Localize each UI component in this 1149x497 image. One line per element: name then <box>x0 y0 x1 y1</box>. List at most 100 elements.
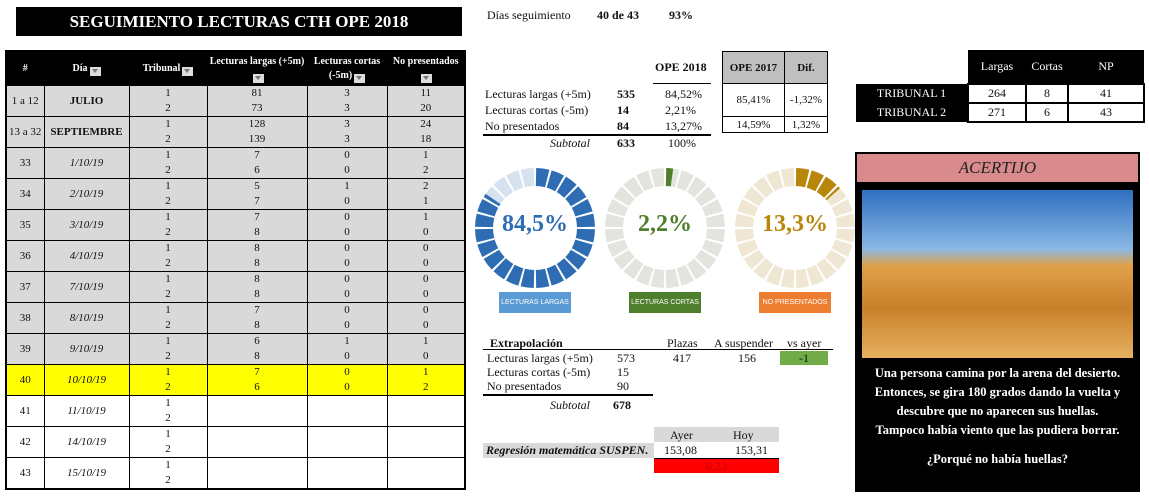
row-day: 1/10/19 <box>43 147 130 179</box>
row-c: 0 <box>306 349 388 365</box>
donut-segment-filled <box>520 268 535 288</box>
ope2018-header: OPE 2018 <box>655 60 707 74</box>
row-np: 0 <box>386 271 466 287</box>
row-l: 128 <box>206 116 308 132</box>
col-np[interactable]: No presentados <box>386 50 466 86</box>
row-tribunal: 2 <box>128 380 208 396</box>
donut-segment-filled <box>816 176 837 198</box>
donut-segment-empty <box>825 249 847 270</box>
subtotal-label: Subtotal <box>550 136 591 150</box>
donut-value: 84,5% <box>502 211 568 237</box>
table-row: 13 a 32 SEPTIEMBRE 1 128 3 24 <box>5 116 466 148</box>
filter-dropdown-icon[interactable] <box>421 73 433 83</box>
ext-subtotal-value: 678 <box>613 398 631 412</box>
summary-count: 14 <box>617 103 629 117</box>
col-cortas-label: Lecturas cortas (-5m) <box>313 55 381 81</box>
row-day: 15/10/19 <box>43 457 130 490</box>
row-c: 0 <box>306 287 388 303</box>
row-tribunal: 1 <box>128 178 208 194</box>
col-cortas[interactable]: Lecturas cortas (-5m) <box>306 50 388 86</box>
donut-segment-empty <box>613 186 635 207</box>
regresion-hoy: 153,31 <box>735 443 768 457</box>
row-c: 3 <box>306 101 388 117</box>
row-number: 43 <box>5 457 45 490</box>
ope2017-header: OPE 2017 <box>722 51 785 84</box>
tribunal-value: 271 <box>967 102 1027 123</box>
tribunal-value: 264 <box>967 83 1027 104</box>
donut-segment-empty <box>493 176 514 198</box>
acertijo-line: Una persona camina por la arena del desi… <box>874 366 1121 380</box>
row-l: 7 <box>206 364 308 380</box>
table-row: 1 a 12 JULIO 1 81 3 11 <box>5 85 466 117</box>
donut-segment-filled <box>483 249 505 270</box>
filter-dropdown-icon[interactable] <box>182 66 194 76</box>
row-c: 0 <box>306 163 388 179</box>
table-row: 33 1/10/19 1 7 0 1 <box>5 147 466 179</box>
row-c: 0 <box>306 271 388 287</box>
row-number: 1 a 12 <box>5 85 45 117</box>
row-c <box>306 473 388 490</box>
donut-segment-empty <box>483 186 505 207</box>
col-tribunal[interactable]: Tribunal <box>128 50 208 86</box>
col-largas[interactable]: Lecturas largas (+5m) <box>206 50 308 86</box>
row-l: 7 <box>206 302 308 318</box>
donut-segment-empty <box>705 228 725 243</box>
row-day: 7/10/19 <box>43 271 130 303</box>
ope2017-a: 85,41% <box>722 83 785 117</box>
row-tribunal: 1 <box>128 85 208 101</box>
summary-pct: 13,27% <box>665 119 702 133</box>
col-largas-label: Lecturas largas (+5m) <box>209 55 305 67</box>
tracking-pct: 93% <box>669 8 693 22</box>
ext-label: No presentados <box>487 379 562 393</box>
donut-segment-empty <box>831 239 853 257</box>
row-np <box>386 395 466 411</box>
row-l: 8 <box>206 287 308 303</box>
dif-b: 1,32% <box>783 116 829 133</box>
row-tribunal: 1 <box>128 395 208 411</box>
donut-segment-filled <box>565 186 587 207</box>
row-c: 3 <box>306 116 388 132</box>
row-c: 0 <box>306 209 388 225</box>
row-day: 10/10/19 <box>43 364 130 396</box>
row-np: 2 <box>386 163 466 179</box>
donut-segment-empty <box>605 228 625 243</box>
table-row: 43 15/10/19 1 <box>5 457 466 490</box>
donut-segment-empty <box>816 258 837 280</box>
row-l: 8 <box>206 225 308 241</box>
filter-dropdown-icon[interactable] <box>252 73 264 83</box>
row-np: 0 <box>386 225 466 241</box>
table-row: 2 <box>6 473 466 490</box>
donut-segment-filled <box>571 199 593 217</box>
donut-segment-empty <box>623 176 644 198</box>
dif-header: Dif. <box>783 51 829 84</box>
row-tribunal: 2 <box>128 256 208 272</box>
row-l <box>206 473 308 490</box>
table-row: 2 139 3 18 <box>6 132 466 148</box>
ext-value: 573 <box>617 351 635 365</box>
ext-label: Lecturas cortas (-5m) <box>487 365 591 379</box>
row-number: 33 <box>5 147 45 179</box>
sort-filter-icon[interactable] <box>89 66 101 76</box>
row-np: 11 <box>386 85 466 101</box>
row-l: 6 <box>206 333 308 349</box>
row-np: 0 <box>386 349 466 365</box>
row-number: 35 <box>5 209 45 241</box>
row-np <box>386 426 466 442</box>
row-tribunal: 2 <box>128 225 208 241</box>
row-c: 0 <box>306 318 388 334</box>
row-np <box>386 442 466 458</box>
row-np: 1 <box>386 333 466 349</box>
row-l: 8 <box>206 271 308 287</box>
row-c: 1 <box>306 333 388 349</box>
row-number: 34 <box>5 178 45 210</box>
filter-dropdown-icon[interactable] <box>354 73 366 83</box>
table-row: 2 73 3 20 <box>6 101 466 117</box>
hoy-header: Hoy <box>733 428 754 442</box>
donut-segment-filled <box>825 186 840 201</box>
col-day[interactable]: Día <box>43 50 130 86</box>
ext-label: Lecturas largas (+5m) <box>487 351 593 365</box>
summary-count: 84 <box>617 119 629 133</box>
